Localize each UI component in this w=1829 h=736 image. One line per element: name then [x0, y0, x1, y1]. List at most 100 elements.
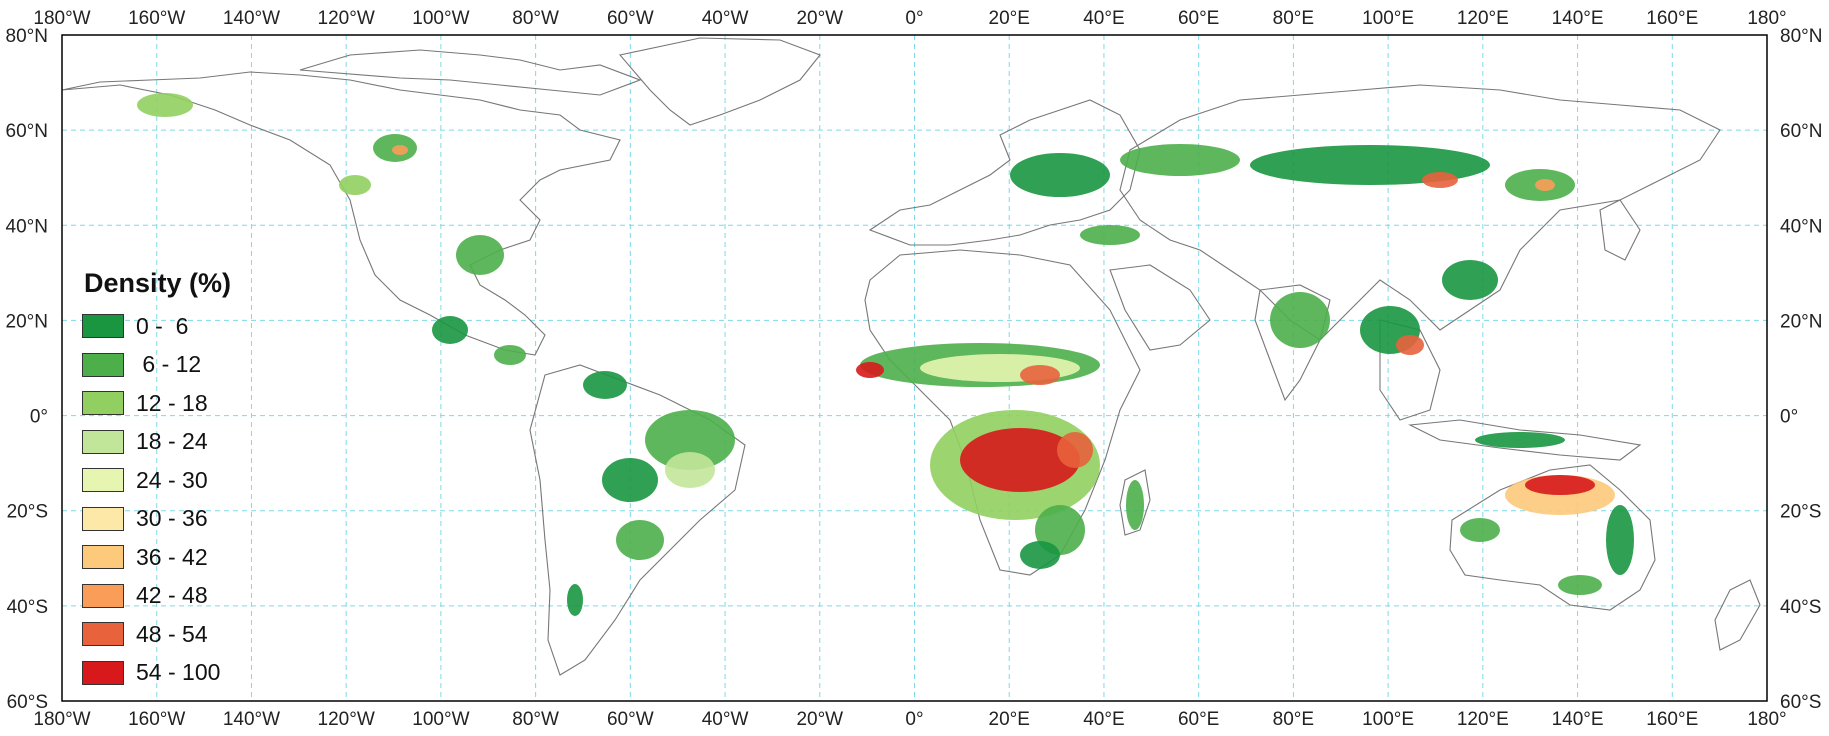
coast-asia: [1119, 84, 1721, 341]
legend-swatch: [82, 314, 124, 339]
coast-europe: [868, 99, 1141, 246]
longitude-label-bottom: 20°W: [796, 709, 843, 730]
density-patch-mexico: [432, 316, 468, 344]
density-patch-bolivia: [602, 458, 658, 502]
legend-label: 36 - 42: [136, 543, 208, 570]
latitude-label-left: 80°N: [6, 26, 48, 47]
longitude-label-top: 80°W: [512, 8, 559, 29]
legend-swatch: [82, 545, 124, 570]
legend-swatch: [82, 352, 124, 377]
longitude-label-bottom: 120°E: [1457, 709, 1509, 730]
legend: Density (%) 0 - 6 6 - 12 12 - 18 18 - 24 24…: [82, 268, 231, 692]
longitude-label-bottom: 60°E: [1178, 709, 1219, 730]
graticule: [62, 35, 1767, 701]
density-patch-madagascar: [1126, 480, 1144, 530]
longitude-label-top: 40°E: [1083, 8, 1124, 29]
density-patch-us-northwest: [339, 175, 371, 195]
coast-madagascar: [1119, 469, 1151, 536]
longitude-label-top: 120°E: [1457, 8, 1509, 29]
longitude-label-top: 160°W: [128, 8, 185, 29]
density-patch-caucasus: [1080, 225, 1140, 245]
coast-india: [1254, 284, 1331, 402]
latitude-label-right: 40°S: [1780, 597, 1821, 618]
density-patch-india: [1270, 292, 1330, 348]
legend-rows: 0 - 6 6 - 12 12 - 18 18 - 24 24 - 30 30 - 36…: [82, 307, 231, 692]
longitude-label-bottom: 160°W: [128, 709, 185, 730]
latitude-label-right: 60°S: [1780, 692, 1821, 713]
coast-new-zealand: [1714, 579, 1761, 651]
latitude-label-right: 20°S: [1780, 502, 1821, 523]
longitude-label-top: 0°: [905, 8, 923, 29]
longitude-label-bottom: 80°W: [512, 709, 559, 730]
longitude-label-bottom: 60°W: [607, 709, 654, 730]
longitude-label-bottom: 100°E: [1362, 709, 1414, 730]
density-patch-australia-north-hot: [1525, 475, 1595, 495]
density-patch-central-america: [494, 345, 526, 365]
density-patch-angola-zambia: [960, 428, 1080, 492]
legend-label: 12 - 18: [136, 389, 208, 416]
longitude-label-top: 180°: [1747, 8, 1786, 29]
latitude-label-left: 60°N: [6, 121, 48, 142]
longitude-label-top: 80°E: [1273, 8, 1314, 29]
legend-item: 12 - 18: [82, 384, 231, 423]
latitude-label-right: 0°: [1780, 407, 1798, 428]
density-patch-brazil-north: [645, 410, 735, 470]
longitude-label-top: 60°E: [1178, 8, 1219, 29]
legend-swatch: [82, 660, 124, 685]
density-patch-alaska: [137, 93, 193, 117]
longitude-labels-top: 180°W 160°W 140°W 120°W 100°W 80°W 60°W 40°W 20°…: [33, 8, 1786, 29]
longitude-label-bottom: 100°W: [412, 709, 469, 730]
coast-australia: [1449, 464, 1656, 611]
coast-japan: [1599, 199, 1641, 261]
legend-item: 42 - 48: [82, 577, 231, 616]
longitude-label-bottom: 40°E: [1083, 709, 1124, 730]
longitude-label-top: 100°E: [1362, 8, 1414, 29]
latitude-label-right: 60°N: [1780, 121, 1822, 142]
legend-swatch: [82, 622, 124, 647]
coast-canadian-arctic: [299, 49, 642, 96]
legend-label: 54 - 100: [136, 659, 221, 686]
coast-arabia: [1109, 264, 1211, 351]
legend-label: 0 - 6: [136, 312, 189, 339]
density-patch-sahel-west-hot: [856, 362, 884, 378]
latitude-label-left: 20°N: [6, 311, 48, 332]
longitude-label-bottom: 40°W: [702, 709, 749, 730]
density-patch-sahel-east-hot: [1020, 365, 1060, 385]
density-patch-colombia: [583, 371, 627, 399]
latitude-label-left: 20°S: [7, 502, 48, 523]
longitude-label-bottom: 160°E: [1646, 709, 1698, 730]
density-patch-us-east: [456, 235, 504, 275]
legend-label: 18 - 24: [136, 428, 208, 455]
legend-item: 6 - 12: [82, 346, 231, 385]
longitude-label-bottom: 140°W: [223, 709, 280, 730]
longitude-label-bottom: 180°: [1747, 709, 1786, 730]
latitude-labels-left: 80°N 60°N 40°N 20°N 0° 20°S 40°S 60°S: [6, 26, 48, 713]
longitude-label-bottom: 0°: [905, 709, 923, 730]
legend-swatch: [82, 429, 124, 454]
longitude-label-top: 60°W: [607, 8, 654, 29]
legend-swatch: [82, 391, 124, 416]
longitude-label-top: 20°E: [989, 8, 1030, 29]
legend-item: 36 - 42: [82, 538, 231, 577]
coast-south-america: [529, 364, 746, 676]
longitude-label-top: 160°E: [1646, 8, 1698, 29]
legend-item: 0 - 6: [82, 307, 231, 346]
latitude-label-right: 80°N: [1780, 26, 1822, 47]
legend-swatch: [82, 506, 124, 531]
latitude-label-left: 60°S: [7, 692, 48, 713]
longitude-label-bottom: 80°E: [1273, 709, 1314, 730]
density-patch-manchuria-hot: [1535, 179, 1555, 191]
longitude-label-top: 140°E: [1552, 8, 1604, 29]
legend-item: 18 - 24: [82, 423, 231, 462]
latitude-label-left: 40°N: [6, 216, 48, 237]
legend-item: 48 - 54: [82, 615, 231, 654]
density-patch-australia-southeast: [1558, 575, 1602, 595]
longitude-label-top: 120°W: [318, 8, 375, 29]
density-patch-russia-west: [1120, 144, 1240, 176]
coast-indonesia: [1408, 419, 1642, 461]
latitude-label-right: 20°N: [1780, 311, 1822, 332]
legend-label: 42 - 48: [136, 582, 208, 609]
map-frame: [61, 34, 1768, 702]
latitude-label-right: 40°N: [1780, 216, 1822, 237]
